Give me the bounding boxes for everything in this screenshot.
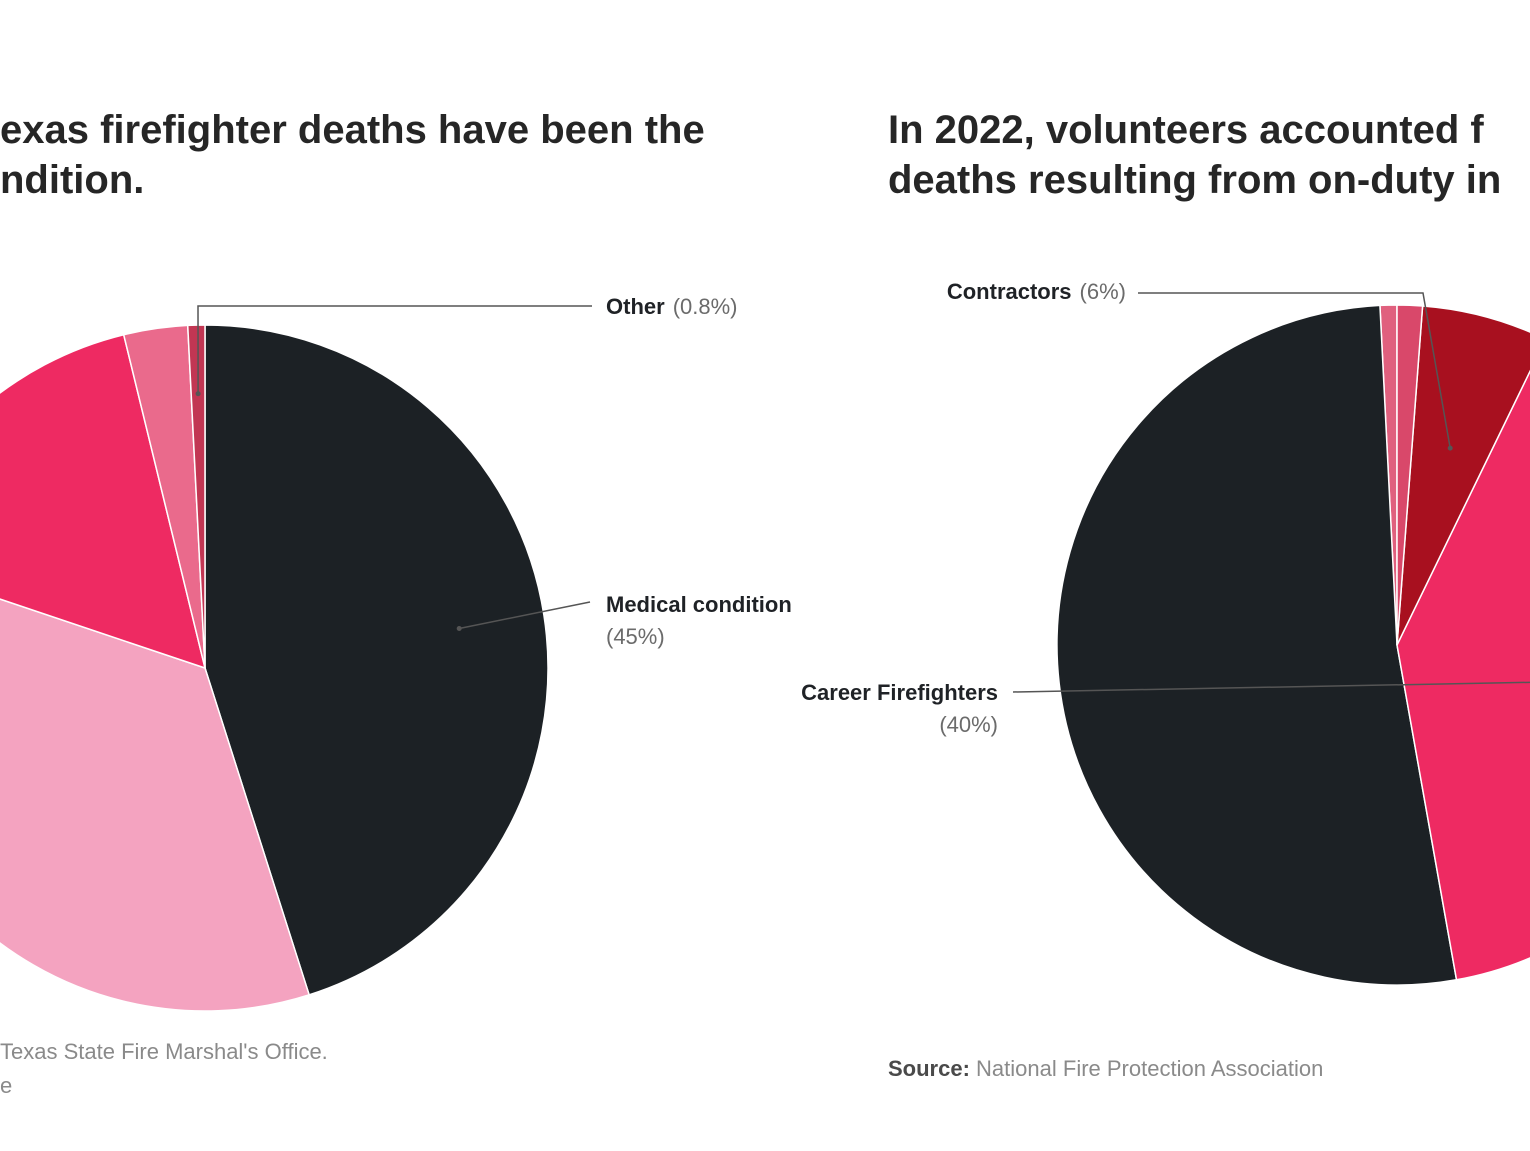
leader-line-medical-condition	[459, 601, 591, 630]
chart-panel-volunteer-deaths: In 2022, volunteers accounted f deaths r…	[801, 0, 1530, 1151]
chart-source-volunteer-deaths: Source: National Fire Protection Associa…	[888, 1052, 1323, 1086]
slice-label-career-firefighters: Career Firefighters	[801, 680, 998, 705]
slice-label-medical-condition: Medical condition	[606, 592, 792, 617]
pie-slice-1	[1056, 304, 1458, 986]
leader-line-other	[197, 305, 592, 394]
leader-line-contractors	[1138, 292, 1451, 449]
source-label: Source:	[888, 1056, 970, 1081]
slice-label-value-medical-condition: (45%)	[606, 624, 665, 649]
pie-slice-other	[186, 324, 206, 669]
leader-dot-medical-condition	[456, 626, 462, 631]
chart-title-volunteer-deaths: In 2022, volunteers accounted f deaths r…	[888, 105, 1501, 205]
slice-label-value: (6%)	[1080, 279, 1126, 304]
slice-label-name: Other	[606, 294, 665, 319]
slice-label-name: Career Firefighters	[801, 680, 998, 705]
chart-title-line: ndition.	[0, 158, 145, 202]
chart-title-death-causes: exas firefighter deaths have been the nd…	[0, 105, 705, 205]
pie-slice-medical-condition	[204, 324, 549, 996]
pie-slice-2	[0, 333, 207, 670]
pie-slice-4	[1396, 304, 1424, 646]
chart-title-line: exas firefighter deaths have been the	[0, 108, 705, 152]
source-line: e	[0, 1073, 13, 1098]
slice-label-value-career-firefighters: (40%)	[939, 712, 998, 737]
pie-slice-career-firefighters	[1396, 369, 1530, 981]
slice-label-other: Other (0.8%)	[606, 294, 737, 319]
chart-title-line: In 2022, volunteers accounted f	[888, 108, 1484, 152]
slice-label-contractors: Contractors (6%)	[947, 279, 1126, 304]
leader-dot-contractors	[1447, 445, 1453, 451]
slice-label-name: Contractors	[947, 279, 1072, 304]
chart-panel-death-causes: exas firefighter deaths have been the nd…	[0, 105, 792, 1103]
leader-line-career-firefighters	[1012, 681, 1530, 693]
source-text: National Fire Protection Association	[976, 1056, 1324, 1081]
leader-dot-other	[195, 391, 201, 397]
chart-title-line: deaths resulting from on-duty in	[888, 158, 1502, 202]
source-line: Texas State Fire Marshal's Office.	[0, 1039, 328, 1064]
pie-chart-death-causes: Medical condition (45%) Other (0.8%)	[0, 294, 792, 1012]
chart-source-death-causes: Texas State Fire Marshal's Office. e	[0, 1035, 328, 1103]
slice-label-value: (0.8%)	[673, 294, 738, 319]
slice-label-name: Medical condition	[606, 592, 792, 617]
pie-chart-volunteer-deaths: Career Firefighters (40%) Contractors (6%)	[801, 279, 1530, 986]
pie-slice-1	[0, 598, 311, 1012]
